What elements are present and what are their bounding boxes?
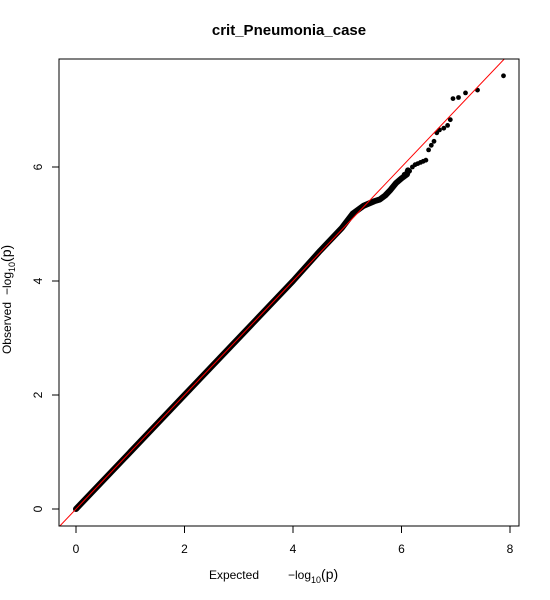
x-tick-label: 0 xyxy=(73,542,80,556)
chart-title: crit_Pneumonia_case xyxy=(212,22,366,39)
x-axis-math-prefix: −log xyxy=(288,568,311,582)
data-point xyxy=(428,142,434,148)
reference-line xyxy=(59,59,505,526)
x-axis-label-text: Expected xyxy=(209,568,259,582)
y-tick-label: 2 xyxy=(31,391,45,398)
x-axis: 0 2 4 6 8 xyxy=(73,525,514,556)
y-axis-math-prefix: −log xyxy=(0,272,14,295)
y-axis-math-subscript: 10 xyxy=(7,262,17,272)
y-tick-label: 6 xyxy=(31,163,45,170)
x-axis-label-math: −log10(p) xyxy=(288,566,338,585)
data-point xyxy=(423,157,429,163)
data-point xyxy=(456,95,461,100)
y-axis-math-argument: (p) xyxy=(0,245,14,262)
x-tick-label: 6 xyxy=(398,542,405,556)
data-point xyxy=(447,117,453,123)
y-axis-label: Observed −log10(p) xyxy=(0,245,17,354)
x-axis-label: Expected −log10(p) xyxy=(209,566,338,585)
plot-area xyxy=(59,59,506,526)
y-tick-label: 4 xyxy=(31,277,45,284)
observed-points-body xyxy=(73,167,411,512)
data-point xyxy=(426,147,431,153)
data-point xyxy=(407,168,412,174)
data-point xyxy=(431,138,437,144)
data-point xyxy=(463,90,468,96)
x-axis-math-argument: (p) xyxy=(321,566,338,582)
x-tick-label: 4 xyxy=(290,542,297,556)
data-point xyxy=(450,96,456,101)
x-tick-label: 8 xyxy=(507,542,514,556)
y-axis-label-math: −log10(p) xyxy=(0,245,17,295)
x-axis-math-subscript: 10 xyxy=(311,575,321,585)
y-axis-label-text: Observed xyxy=(0,302,14,354)
data-point xyxy=(441,125,447,131)
data-point xyxy=(501,73,506,79)
y-axis: 0 2 4 6 xyxy=(31,163,60,512)
y-tick-label: 0 xyxy=(31,505,45,512)
data-point xyxy=(445,123,450,128)
x-tick-label: 2 xyxy=(181,542,188,556)
